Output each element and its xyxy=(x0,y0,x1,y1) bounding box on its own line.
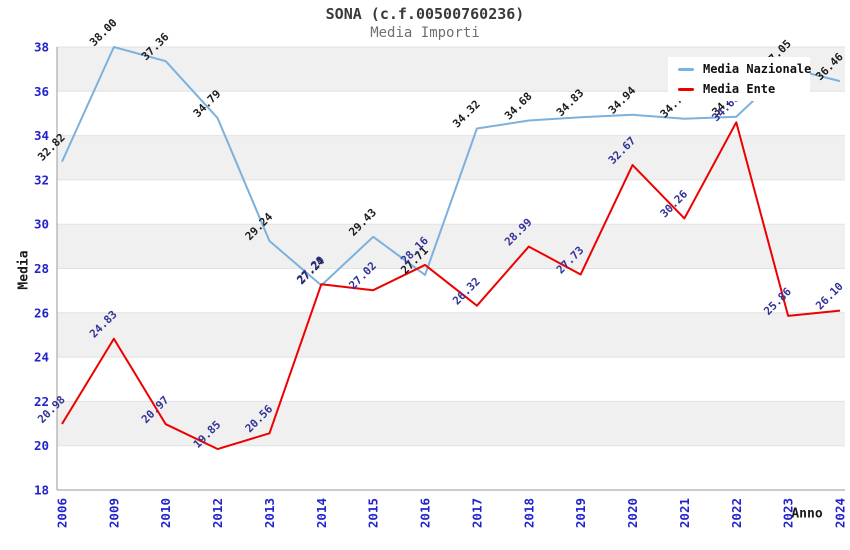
x-axis-title: Anno xyxy=(791,506,823,522)
x-tick-label: 2024 xyxy=(833,498,848,528)
line-swatch-nazionale-icon xyxy=(678,67,694,71)
y-tick-label: 22 xyxy=(34,394,49,409)
y-axis-title: Media xyxy=(16,250,32,290)
plot-band xyxy=(57,445,845,490)
x-tick-label: 2019 xyxy=(573,498,588,528)
legend-label-ente: Media Ente xyxy=(703,82,776,96)
y-tick-label: 26 xyxy=(34,305,49,320)
y-tick-label: 34 xyxy=(34,128,49,143)
plot-band xyxy=(57,268,845,313)
x-tick-label: 2017 xyxy=(469,498,484,528)
line-swatch-ente-icon xyxy=(678,87,694,91)
x-tick-label: 2016 xyxy=(418,498,433,528)
chart-subtitle: Media Importi xyxy=(370,25,480,41)
x-tick-label: 2014 xyxy=(314,498,329,528)
x-tick-label: 2013 xyxy=(262,498,277,528)
legend: Media Nazionale Media Ente xyxy=(668,57,812,101)
series-line-0 xyxy=(61,46,841,287)
x-tick-label: 2021 xyxy=(677,498,692,528)
y-tick-label: 38 xyxy=(34,40,49,55)
plot-band xyxy=(57,135,845,180)
y-tick-label: 36 xyxy=(34,84,49,99)
chart-title: SONA (c.f.00500760236) xyxy=(325,5,525,23)
x-tick-label: 2006 xyxy=(55,498,70,528)
legend-item-media-nazionale: Media Nazionale xyxy=(678,59,812,79)
legend-label-nazionale: Media Nazionale xyxy=(703,62,812,76)
plot-band xyxy=(57,224,845,269)
x-tick-label: 2010 xyxy=(158,498,173,528)
y-tick-label: 18 xyxy=(34,483,49,498)
y-tick-label: 32 xyxy=(34,172,49,187)
x-tick-label: 2012 xyxy=(210,498,225,528)
x-tick-label: 2023 xyxy=(781,498,796,528)
x-tick-label: 2015 xyxy=(366,498,381,528)
x-tick-label: 2009 xyxy=(106,498,121,528)
y-tick-label: 20 xyxy=(34,438,49,453)
plot-band xyxy=(57,401,845,446)
plot-band xyxy=(57,312,845,358)
y-tick-label: 30 xyxy=(34,217,49,232)
plot-band xyxy=(57,357,845,402)
y-tick-label: 24 xyxy=(34,350,49,365)
x-tick-label: 2022 xyxy=(729,498,744,528)
x-tick-label: 2018 xyxy=(521,498,536,528)
series-line-1 xyxy=(61,121,841,451)
x-tick-label: 2020 xyxy=(625,498,640,528)
y-tick-label: 28 xyxy=(34,261,49,276)
legend-item-media-ente: Media Ente xyxy=(678,79,810,99)
